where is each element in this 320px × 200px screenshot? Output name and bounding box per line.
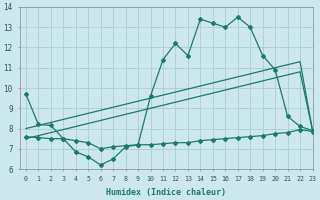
X-axis label: Humidex (Indice chaleur): Humidex (Indice chaleur) bbox=[106, 188, 226, 197]
